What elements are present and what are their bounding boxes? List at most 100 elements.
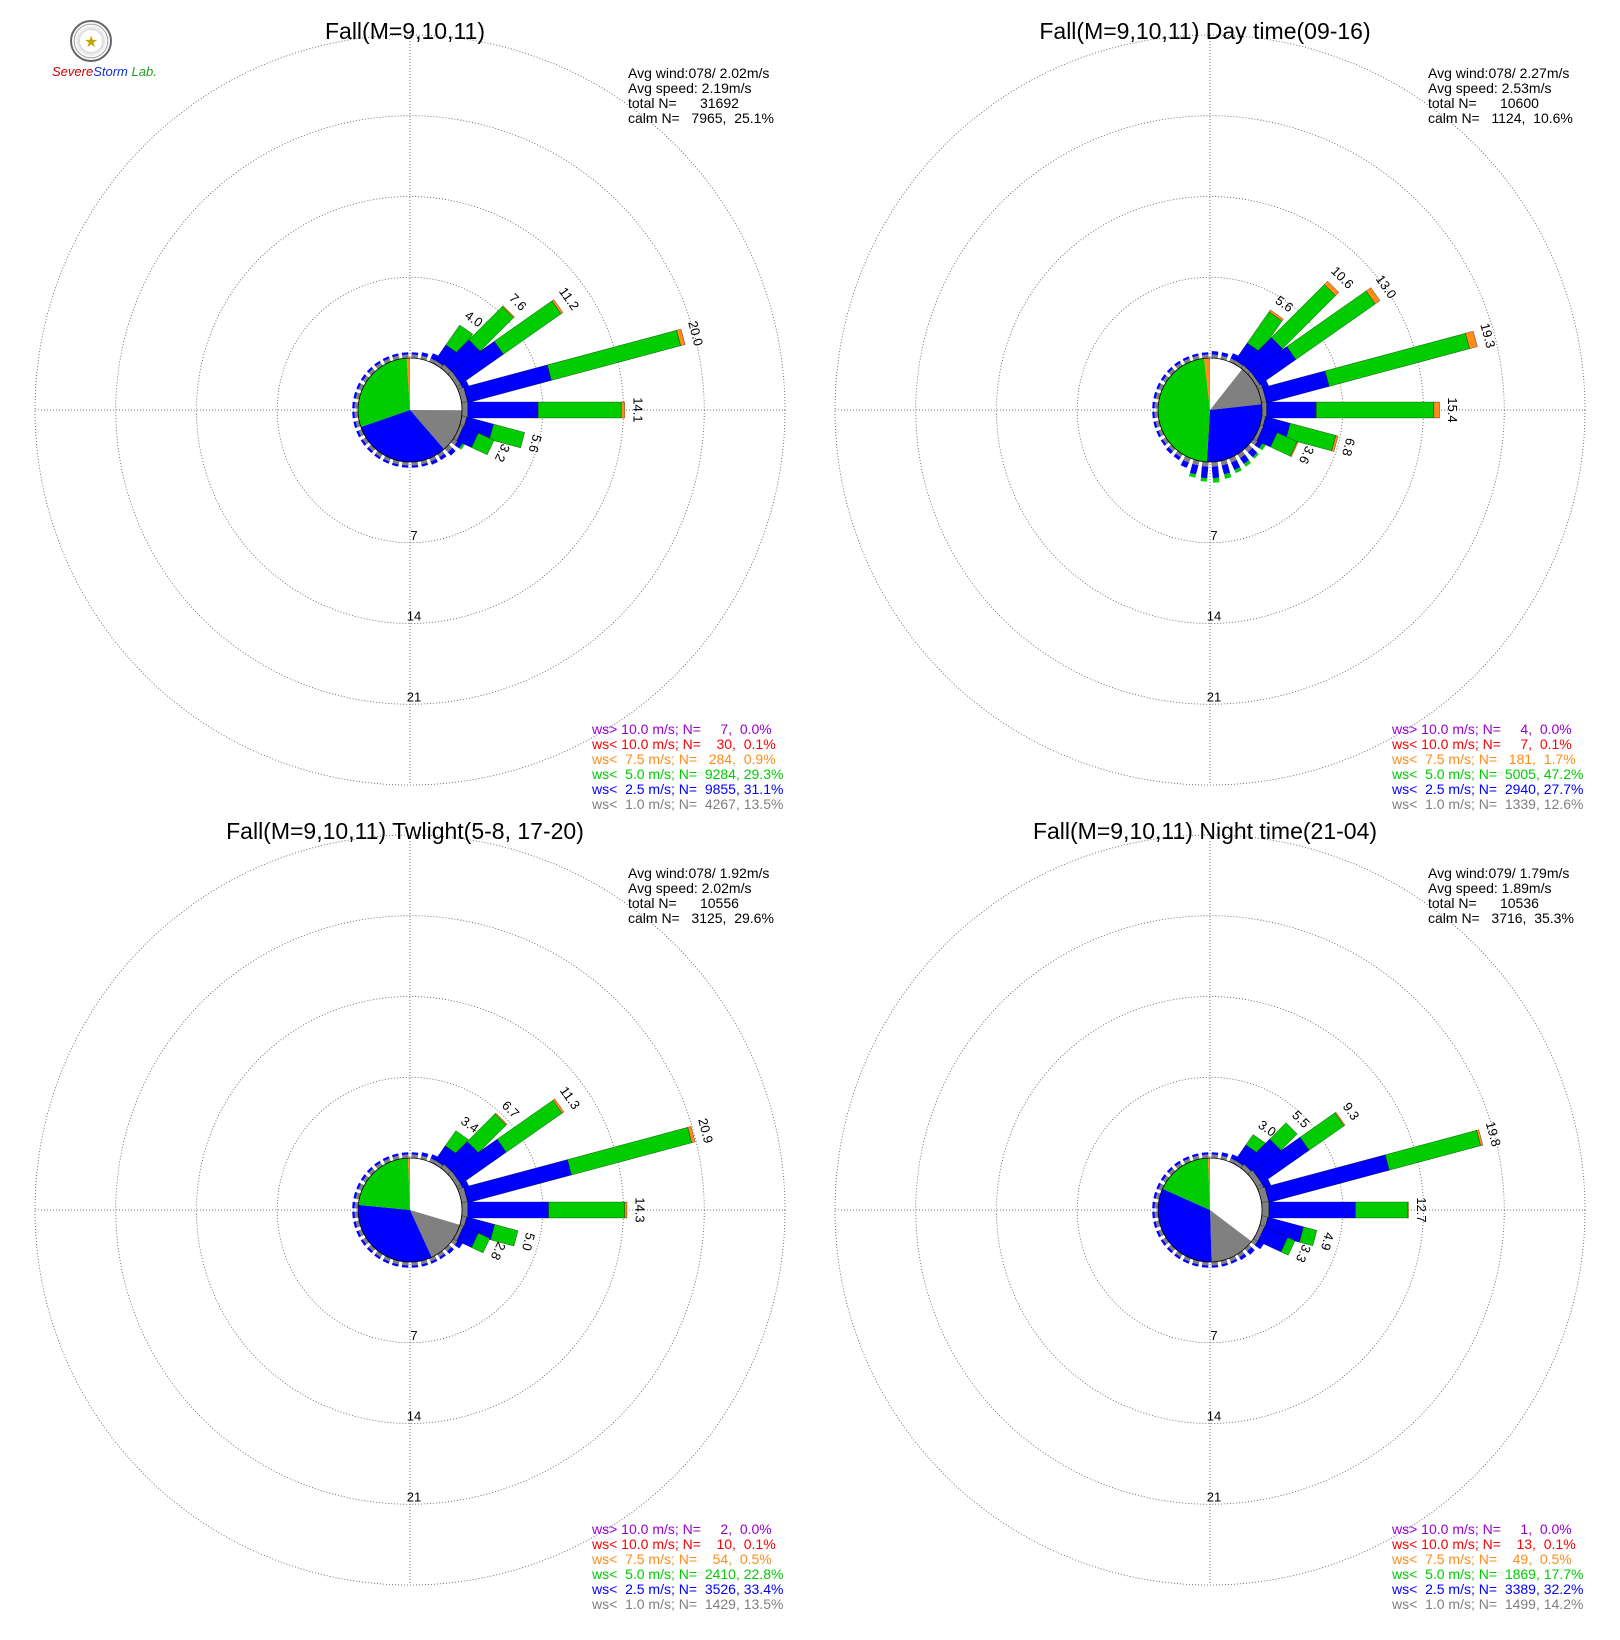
petal-bar: [461, 401, 468, 419]
range-ring: [834, 34, 1586, 786]
petal-segment: [1152, 1201, 1155, 1209]
petal-segment: [411, 465, 419, 468]
petal-segment: [1154, 1211, 1159, 1218]
petal-segment: [402, 354, 409, 359]
petal-segment: [411, 352, 419, 355]
petal-segment: [444, 1244, 452, 1252]
petal-segment: [362, 375, 370, 383]
petal-segment: [366, 447, 373, 454]
petal-segment: [1174, 360, 1181, 367]
petal-value-label: 3.3: [1293, 1242, 1314, 1265]
petal-bar: [1324, 280, 1340, 296]
university-seal-icon: ★: [70, 20, 112, 62]
petal-bar: [1365, 287, 1381, 305]
petal-bar: [1261, 1201, 1270, 1219]
petal-segment: [358, 1229, 365, 1237]
petal-segment: [375, 450, 383, 458]
calm-pie-outline: [1157, 357, 1263, 463]
legend-entry: ws< 1.0 m/s; N= 1429, 13.5%: [592, 1596, 784, 1612]
petal-segment: [1202, 1261, 1209, 1266]
ring-label: 14: [407, 1409, 421, 1424]
petal-segment: [1168, 1244, 1176, 1252]
petal-segment: [447, 447, 456, 456]
panel-title: Fall(M=9,10,11): [324, 18, 485, 44]
petal-segment: [1229, 455, 1237, 463]
petal-segment: [1252, 452, 1259, 459]
legend-entry: ws< 5.0 m/s; N= 1869, 17.7%: [1392, 1566, 1584, 1582]
petal-segment: [411, 354, 418, 359]
petal-bar: [1465, 331, 1478, 349]
petal-bar: [1280, 1237, 1296, 1256]
petal-segment: [1221, 352, 1229, 358]
petal-bar: [621, 401, 625, 419]
lab-brand-text: SevereStorm Lab.: [52, 64, 157, 79]
petal-segment: [421, 462, 428, 467]
petal-segment: [1162, 1175, 1170, 1183]
petal-segment: [1166, 1247, 1173, 1254]
petal-segment: [1247, 1247, 1255, 1255]
calm-pie-slice: [1162, 1158, 1210, 1210]
petal-value-label: 20.9: [695, 1117, 716, 1145]
calm-pie-outline: [357, 1157, 463, 1263]
speed-legend: ws> 10.0 m/s; N= 1, 0.0% ws< 10.0 m/s; N=…: [1392, 1522, 1583, 1612]
stats-line: total N= 31692: [628, 95, 739, 111]
legend-entry: ws> 10.0 m/s; N= 2, 0.0%: [592, 1521, 772, 1537]
petal-bar: [1433, 401, 1440, 419]
petal-segment: [392, 353, 399, 358]
legend-entry: ws< 2.5 m/s; N= 3526, 33.4%: [592, 1581, 784, 1597]
ring-label: 14: [1207, 609, 1221, 624]
petal-segment: [1229, 1255, 1237, 1262]
petal-bar: [467, 1201, 549, 1219]
petal-bar: [624, 1201, 628, 1219]
petal-segment: [354, 1211, 359, 1218]
stats-line: Avg wind:079/ 1.79m/s: [1428, 865, 1570, 881]
calm-pie-slice: [410, 1210, 460, 1258]
petal-segment: [368, 1168, 376, 1176]
ring-label: 21: [1207, 689, 1221, 704]
petal-segment: [1180, 460, 1189, 468]
calm-pie-slice: [1204, 358, 1210, 410]
calm-pie-slice: [1157, 1188, 1212, 1263]
petal-segment: [375, 1250, 383, 1258]
petal-segment: [1168, 444, 1176, 452]
petal-segment: [362, 437, 370, 445]
petal-segment: [1175, 1162, 1183, 1170]
petal-segment: [358, 429, 365, 437]
stats-line: calm N= 3125, 29.6%: [628, 910, 774, 926]
ring-label: 14: [1207, 1409, 1221, 1424]
petal-segment: [1221, 463, 1231, 475]
petal-bar: [1269, 1122, 1298, 1151]
petal-segment: [374, 1160, 381, 1167]
petal-segment: [1212, 477, 1220, 483]
petal-bar: [1268, 1201, 1356, 1219]
legend-entry: ws< 7.5 m/s; N= 284, 0.9%: [592, 751, 776, 767]
calm-pie-slice: [358, 1158, 410, 1210]
petal-segment: [1211, 354, 1218, 359]
petal-segment: [352, 401, 355, 409]
petal-segment: [1174, 1160, 1181, 1167]
legend-entry: ws< 7.5 m/s; N= 54, 0.5%: [592, 1551, 772, 1567]
petal-segment: [1192, 1262, 1199, 1267]
petal-bar: [1290, 441, 1299, 457]
petal-segment: [1259, 443, 1266, 451]
petal-segment: [358, 383, 365, 391]
petal-bar: [676, 328, 686, 346]
petal-segment: [353, 392, 358, 399]
petal-bar: [1476, 1129, 1484, 1146]
petal-segment: [362, 1237, 370, 1245]
petal-segment: [354, 411, 359, 418]
calm-pie-slice: [1157, 358, 1210, 462]
petal-segment: [1189, 463, 1199, 475]
petal-value-label: 12.7: [1414, 1197, 1429, 1222]
speed-legend: ws> 10.0 m/s; N= 2, 0.0% ws< 10.0 m/s; N=…: [592, 1522, 783, 1612]
legend-entry: ws< 10.0 m/s; N= 30, 0.1%: [592, 736, 776, 752]
petal-bar: [1261, 401, 1267, 419]
ring-label: 21: [407, 689, 421, 704]
petal-segment: [374, 1253, 381, 1260]
stats-line: total N= 10556: [628, 895, 739, 911]
petal-segment: [1221, 1262, 1228, 1267]
petal-segment: [382, 356, 390, 362]
